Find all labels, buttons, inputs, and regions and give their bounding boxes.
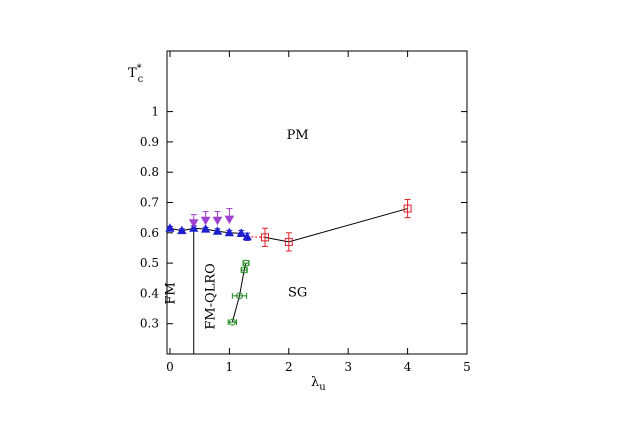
- data-point: [242, 259, 250, 267]
- triangle-up-marker: [242, 231, 252, 241]
- data-point: [200, 211, 211, 226]
- x-tick-label: 3: [344, 360, 352, 374]
- y-tick-label: 0.6: [140, 226, 159, 240]
- data-point: [236, 228, 246, 237]
- y-tick-label: 0.7: [140, 196, 159, 210]
- triangle-down-marker: [188, 219, 199, 228]
- dashed-connector: [247, 236, 266, 238]
- data-point: [165, 223, 175, 232]
- triangle-down-marker: [200, 216, 211, 226]
- axis-ticks: 0 1 2 3 4 5 0.3 0.4 0.5 0.6 0.7 0.8 0.9 1: [140, 51, 471, 374]
- data-point: [212, 226, 223, 235]
- data-point: [212, 211, 223, 226]
- data-point: [188, 214, 199, 228]
- region-label-sg: SG: [288, 285, 307, 300]
- circle-marker: [228, 318, 236, 326]
- series-square: [261, 198, 412, 252]
- y-tick-label: 1: [151, 105, 159, 119]
- data-point: [224, 227, 235, 237]
- square-marker: [261, 233, 270, 242]
- data-point: [240, 266, 248, 274]
- circle-marker: [242, 259, 250, 267]
- x-tick-label: 4: [404, 360, 412, 374]
- x-tick-label: 2: [285, 360, 293, 374]
- triangle-up-marker: [224, 227, 235, 237]
- x-tick-label: 5: [463, 360, 471, 374]
- square-marker: [284, 237, 293, 246]
- y-tick-label: 0.8: [140, 165, 159, 179]
- series-line: [231, 262, 247, 323]
- x-tick-label: 0: [166, 360, 174, 374]
- series-line: [264, 208, 408, 243]
- region-label-pm: PM: [287, 128, 309, 143]
- data-point: [403, 198, 412, 219]
- triangle-up-marker: [177, 225, 187, 235]
- data-point: [200, 224, 211, 233]
- triangle-up-marker: [189, 223, 199, 232]
- y-tick-label: 0.5: [140, 256, 159, 270]
- circle-marker: [240, 266, 248, 274]
- y-tick-label: 0.3: [140, 317, 159, 331]
- y-tick-label: 0.9: [140, 135, 159, 149]
- series-triangle-down: [188, 208, 235, 228]
- square-marker: [403, 204, 412, 213]
- data-point: [242, 231, 252, 241]
- y-axis-label: T* c: [128, 63, 144, 85]
- data-point: [261, 227, 270, 247]
- data-point: [177, 225, 187, 235]
- x-axis-label: λu: [311, 375, 326, 393]
- x-tick-label: 1: [226, 360, 234, 374]
- series-triangle-up: [165, 223, 252, 241]
- triangle-up-marker: [212, 226, 223, 235]
- triangle-down-marker: [212, 216, 223, 226]
- region-label-fm: FM: [164, 282, 179, 304]
- series-circle: [227, 259, 250, 326]
- data-point: [189, 223, 199, 232]
- y-tick-label: 0.4: [140, 286, 159, 300]
- data-point: [231, 292, 248, 300]
- data-point: [284, 232, 293, 252]
- triangle-up-marker: [165, 223, 175, 232]
- triangle-up-marker: [236, 228, 246, 237]
- triangle-up-marker: [200, 224, 211, 233]
- triangle-down-marker: [224, 215, 235, 225]
- circle-marker: [235, 292, 243, 300]
- region-labels: PM SG FM FM-QLRO: [164, 128, 309, 330]
- data-point: [224, 208, 235, 225]
- data-series: [165, 198, 412, 326]
- data-point: [227, 318, 238, 326]
- region-label-fm-qlro: FM-QLRO: [204, 263, 219, 329]
